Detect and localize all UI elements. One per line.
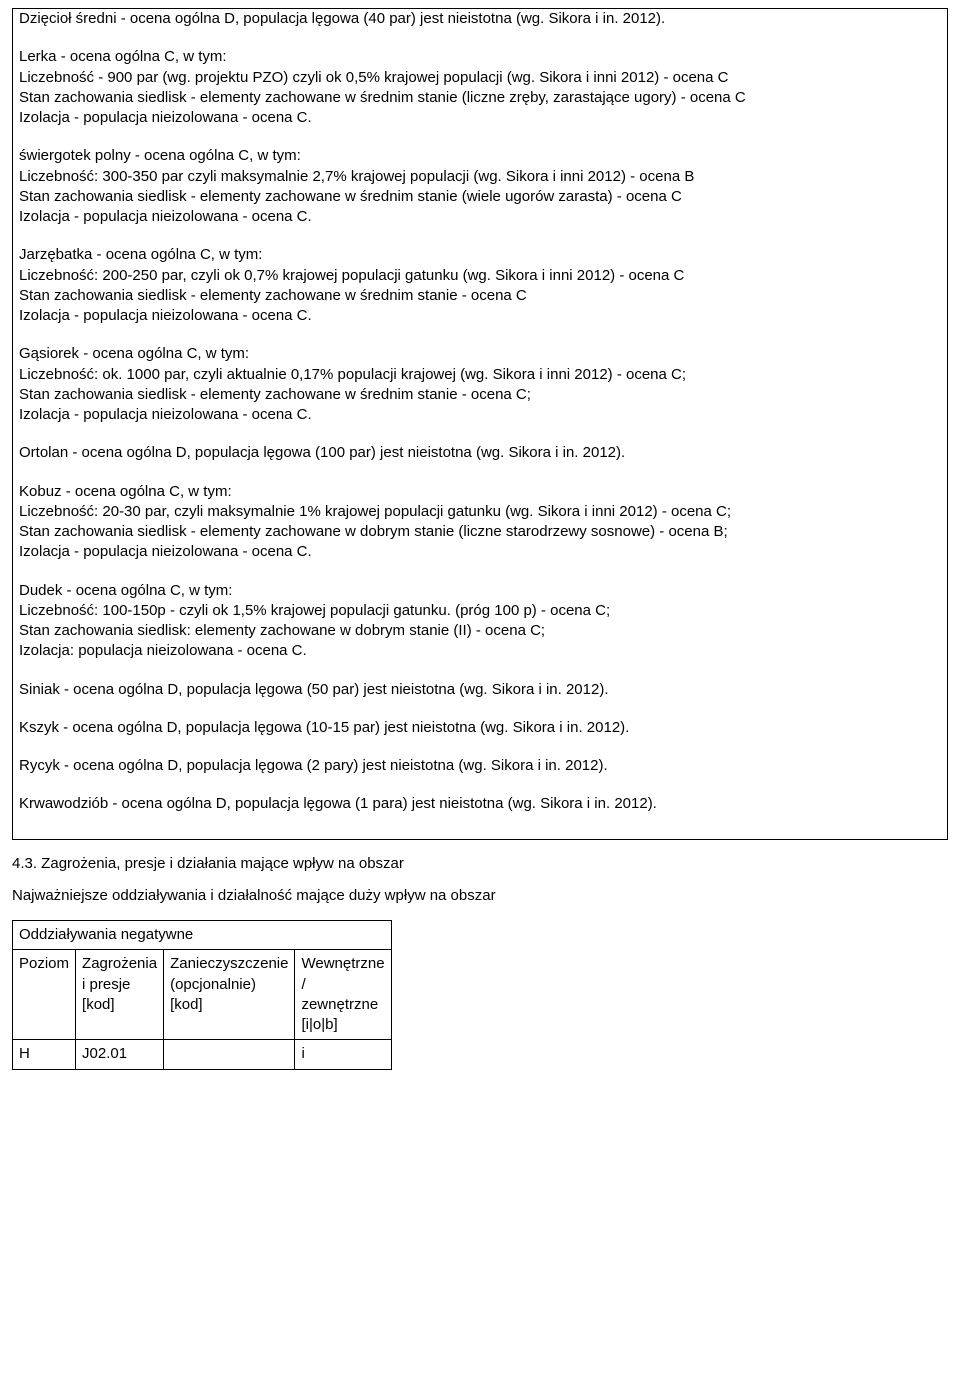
col-pollution: Zanieczyszczenie(opcjonalnie)[kod] — [164, 950, 295, 1040]
species-description-box: Dzięcioł średni - ocena ogólna D, popula… — [12, 8, 948, 840]
species-paragraph: Kszyk - ocena ogólna D, populacja lęgowa… — [19, 718, 941, 738]
species-paragraph: Lerka - ocena ogólna C, w tym:Liczebność… — [19, 47, 941, 128]
col-inout: Wewnętrzne/zewnętrzne[i|o|b] — [295, 950, 391, 1040]
species-paragraph: Jarzębatka - ocena ogólna C, w tym:Licze… — [19, 245, 941, 326]
col-level: Poziom — [13, 950, 76, 1040]
section-4-3-heading: 4.3. Zagrożenia, presje i działania mają… — [12, 854, 948, 874]
cell-pollution — [164, 1040, 295, 1069]
species-paragraph: Dudek - ocena ogólna C, w tym:Liczebność… — [19, 581, 941, 662]
col-threats: Zagrożeniai presje[kod] — [76, 950, 164, 1040]
negative-impacts-table: Oddziaływania negatywne Poziom Zagrożeni… — [12, 920, 392, 1070]
species-paragraph: Rycyk - ocena ogólna D, populacja lęgowa… — [19, 756, 941, 776]
species-paragraph: Gąsiorek - ocena ogólna C, w tym:Liczebn… — [19, 344, 941, 425]
cell-level: H — [13, 1040, 76, 1069]
species-paragraph: Ortolan - ocena ogólna D, populacja lęgo… — [19, 443, 941, 463]
species-paragraph: Dzięcioł średni - ocena ogólna D, popula… — [19, 9, 941, 29]
cell-inout: i — [295, 1040, 391, 1069]
sub-heading: Najważniejsze oddziaływania i działalnoś… — [12, 886, 948, 906]
species-paragraph: Kobuz - ocena ogólna C, w tym:Liczebność… — [19, 482, 941, 563]
cell-threats: J02.01 — [76, 1040, 164, 1069]
species-paragraph: świergotek polny - ocena ogólna C, w tym… — [19, 146, 941, 227]
table-caption: Oddziaływania negatywne — [13, 921, 392, 950]
species-paragraph: Siniak - ocena ogólna D, populacja lęgow… — [19, 680, 941, 700]
page: Dzięcioł średni - ocena ogólna D, popula… — [0, 0, 960, 1090]
table-row: H J02.01 i — [13, 1040, 392, 1069]
species-paragraph: Krwawodziób - ocena ogólna D, populacja … — [19, 794, 941, 814]
